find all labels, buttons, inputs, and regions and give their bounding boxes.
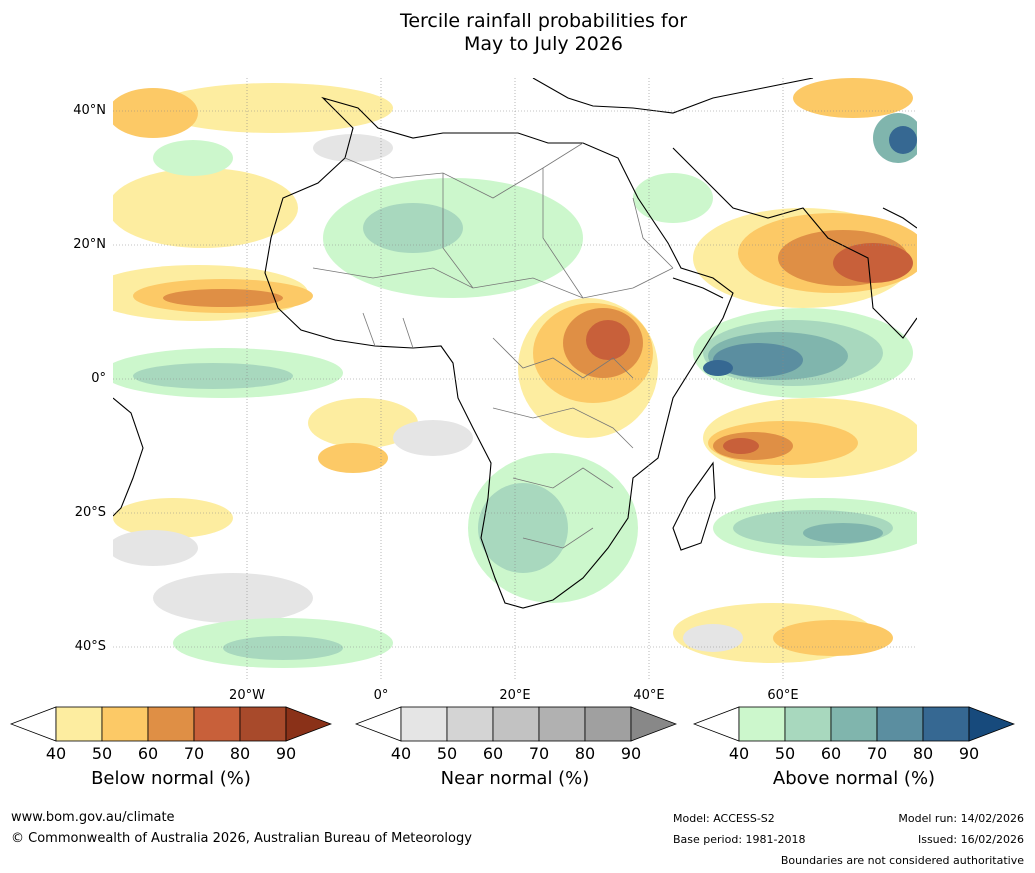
colorbar-tick-label: 90 bbox=[275, 744, 297, 763]
footer-model: Model: ACCESS-S2 bbox=[673, 812, 775, 825]
colorbar-tick-label: 80 bbox=[229, 744, 251, 763]
lon-label-20e: 20°E bbox=[499, 688, 531, 703]
title-line-1: Tercile rainfall probabilities for bbox=[399, 10, 688, 32]
colorbar-swatch bbox=[400, 706, 448, 742]
colorbar-tick-label: 60 bbox=[137, 744, 159, 763]
colorbar-swatch bbox=[538, 706, 586, 742]
lat-label-40s: 40°S bbox=[74, 639, 106, 654]
lat-label-20n: 20°N bbox=[73, 237, 106, 252]
colorbar-extend-low bbox=[355, 706, 402, 742]
lon-label-0: 0° bbox=[373, 688, 389, 703]
colorbar-swatch bbox=[738, 706, 786, 742]
colorbar-tick-label: 70 bbox=[866, 744, 888, 763]
colorbar-tick-label: 80 bbox=[912, 744, 934, 763]
colorbar-tick-label: 70 bbox=[183, 744, 205, 763]
colorbar-tick-label: 50 bbox=[774, 744, 796, 763]
colorbar-tick-label: 90 bbox=[620, 744, 642, 763]
colorbar-extend-high bbox=[968, 706, 1015, 742]
colorbar-swatch bbox=[584, 706, 632, 742]
footer-issued: Issued: 16/02/2026 bbox=[917, 833, 1024, 846]
colorbar-swatch bbox=[922, 706, 970, 742]
footer-model-run: Model run: 14/02/2026 bbox=[898, 812, 1024, 825]
colorbar-swatch bbox=[784, 706, 832, 742]
near-normal-patches bbox=[113, 134, 743, 652]
graticule bbox=[113, 78, 917, 681]
colorbar-swatch bbox=[147, 706, 195, 742]
colorbar-tick-label: 80 bbox=[574, 744, 596, 763]
legend-title-below-normal: Below normal (%) bbox=[91, 768, 251, 789]
footer-disclaimer: Boundaries are not considered authoritat… bbox=[780, 854, 1024, 867]
colorbar-tick-label: 50 bbox=[91, 744, 113, 763]
colorbar-extend-low bbox=[693, 706, 740, 742]
colorbar-tick-label: 60 bbox=[482, 744, 504, 763]
lon-label-60e: 60°E bbox=[767, 688, 799, 703]
colorbar-swatch bbox=[876, 706, 924, 742]
colorbar-swatch bbox=[193, 706, 241, 742]
colorbar-tick-label: 40 bbox=[728, 744, 750, 763]
colorbar-extend-low bbox=[10, 706, 57, 742]
colorbar-swatch bbox=[492, 706, 540, 742]
colorbar-tick-label: 50 bbox=[436, 744, 458, 763]
lat-label-0: 0° bbox=[91, 371, 106, 386]
legend-title-above-normal: Above normal (%) bbox=[772, 768, 936, 789]
colorbar-tick-label: 40 bbox=[45, 744, 67, 763]
lat-label-20s: 20°S bbox=[74, 505, 106, 520]
legend-title-near-normal: Near normal (%) bbox=[440, 768, 590, 789]
footer-base-period: Base period: 1981-2018 bbox=[673, 833, 806, 846]
lon-label-40e: 40°E bbox=[633, 688, 665, 703]
lat-label-40n: 40°N bbox=[73, 103, 106, 118]
coastlines bbox=[113, 78, 917, 609]
rainfall-probability-map bbox=[113, 78, 917, 681]
colorbar-swatch bbox=[830, 706, 878, 742]
colorbar-swatch bbox=[101, 706, 149, 742]
colorbar-near-normal bbox=[355, 706, 677, 742]
colorbar-tick-label: 90 bbox=[958, 744, 980, 763]
colorbar-tick-label: 40 bbox=[390, 744, 412, 763]
colorbar-below-normal bbox=[10, 706, 332, 742]
colorbar-extend-high bbox=[630, 706, 677, 742]
title-line-2: May to July 2026 bbox=[464, 33, 623, 55]
map-title: Tercile rainfall probabilities for May t… bbox=[0, 10, 1035, 56]
colorbar-swatch bbox=[446, 706, 494, 742]
colorbar-tick-label: 60 bbox=[820, 744, 842, 763]
colorbar-extend-high bbox=[285, 706, 332, 742]
below-normal-patches bbox=[113, 78, 917, 663]
footer-copyright: © Commonwealth of Australia 2026, Austra… bbox=[11, 831, 472, 846]
footer-url[interactable]: www.bom.gov.au/climate bbox=[11, 810, 175, 825]
lon-label-20w: 20°W bbox=[229, 688, 265, 703]
colorbar-swatch bbox=[55, 706, 103, 742]
country-borders bbox=[312, 142, 674, 549]
colorbar-tick-label: 70 bbox=[528, 744, 550, 763]
colorbar-above-normal bbox=[693, 706, 1015, 742]
colorbar-swatch bbox=[239, 706, 287, 742]
